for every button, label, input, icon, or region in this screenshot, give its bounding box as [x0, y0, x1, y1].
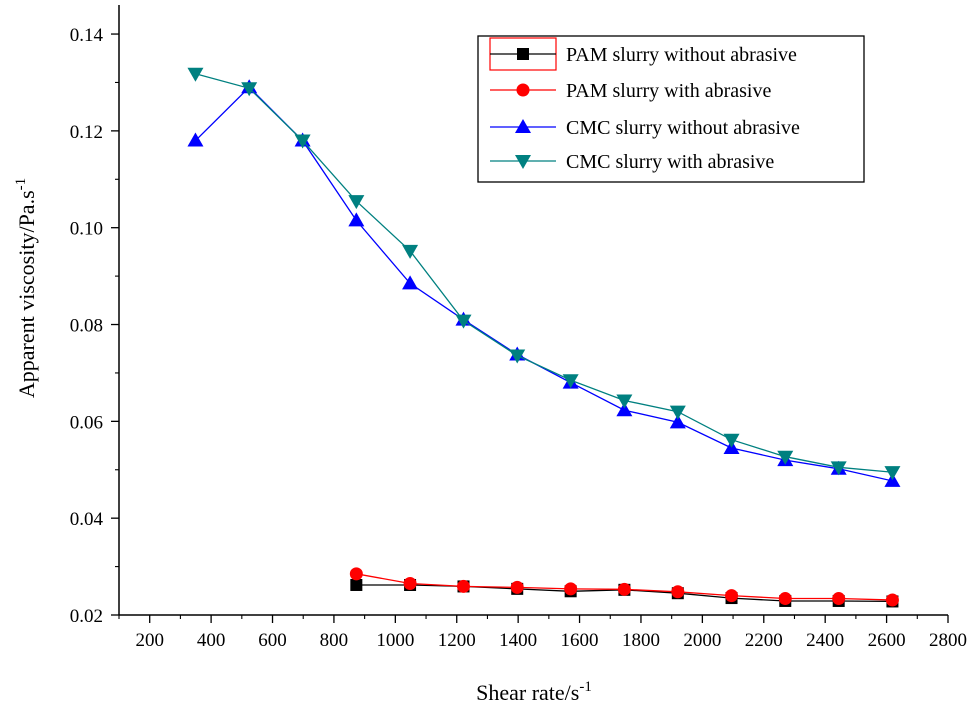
data-point [509, 349, 526, 364]
data-point [294, 134, 311, 149]
y-tick-label: 0.14 [70, 25, 104, 46]
data-point [616, 402, 633, 417]
x-tick-label: 1400 [499, 630, 537, 651]
data-point [671, 585, 685, 599]
legend-marker-triangle-down [515, 155, 531, 169]
x-axis-title: Shear rate/s-1 [476, 679, 592, 705]
data-point [402, 275, 419, 290]
data-point [456, 579, 470, 593]
x-tick-label: 600 [258, 630, 287, 651]
legend-label-cmc-without: CMC slurry without abrasive [566, 117, 800, 139]
legend-marker-triangle-up [515, 119, 531, 133]
series-4 [187, 67, 901, 481]
x-tick-label: 1800 [622, 630, 660, 651]
x-tick-label: 400 [197, 630, 226, 651]
legend-item-pam-with: PAM slurry with abrasive [490, 80, 771, 102]
x-tick-label: 2400 [806, 630, 844, 651]
x-axis-title-text: Shear rate/s [476, 680, 579, 705]
data-point [241, 82, 258, 97]
legend-label-cmc-with: CMC slurry with abrasive [566, 151, 774, 173]
data-point [616, 394, 633, 409]
legend-item-pam-without: PAM slurry without abrasive [489, 37, 797, 71]
y-tick-label: 0.08 [70, 316, 103, 337]
data-point [562, 374, 579, 389]
data-point [725, 589, 739, 603]
data-point [348, 195, 365, 210]
data-point [349, 567, 363, 581]
y-tick-label: 0.12 [70, 122, 103, 143]
x-tick-label: 2000 [683, 630, 721, 651]
x-tick-label: 2600 [868, 630, 906, 651]
x-tick-label: 2200 [745, 630, 783, 651]
y-tick-label: 0.10 [70, 219, 103, 240]
y-axis-title-text: Apparent viscosity/Pa.s [14, 190, 39, 398]
data-point [778, 592, 792, 606]
legend-box [477, 35, 865, 183]
series-2 [349, 567, 899, 607]
data-point [187, 132, 204, 147]
y-axis-title: Apparent viscosity/Pa.s-1 [13, 178, 39, 398]
x-tick-label: 1600 [561, 630, 599, 651]
legend-label-pam-without: PAM slurry without abrasive [566, 44, 797, 66]
data-point [348, 212, 365, 227]
data-point [617, 582, 631, 596]
legend: PAM slurry without abrasive PAM slurry w… [477, 35, 865, 183]
x-tick-label: 1000 [376, 630, 414, 651]
legend-item-cmc-with: CMC slurry with abrasive [490, 151, 774, 173]
x-tick-label: 800 [320, 630, 349, 651]
x-tick-label: 2800 [929, 630, 967, 651]
data-point [669, 414, 686, 429]
data-point [830, 461, 847, 476]
data-point [777, 450, 794, 465]
x-tick-label: 200 [135, 630, 164, 651]
y-axis: 0.02 0.04 0.06 0.08 0.10 0.12 0.14 [70, 25, 119, 627]
legend-marker-circle [516, 83, 530, 97]
y-tick-label: 0.02 [70, 606, 103, 627]
series-layer [187, 67, 901, 608]
data-point [669, 405, 686, 420]
x-tick-label: 1200 [438, 630, 476, 651]
y-axis-title-superscript: -1 [13, 178, 29, 191]
data-point [403, 577, 417, 591]
data-point [455, 314, 472, 329]
y-tick-label: 0.06 [70, 412, 103, 433]
x-axis: 200 400 600 800 1000 1200 1400 1600 1800 2000 2200… [118, 615, 967, 651]
data-point [885, 593, 899, 607]
x-axis-title-superscript: -1 [579, 679, 592, 695]
plot-frame [118, 5, 948, 616]
data-point [832, 592, 846, 606]
data-point [187, 67, 204, 82]
data-point [564, 582, 578, 596]
y-tick-label: 0.04 [70, 509, 104, 530]
data-point [510, 580, 524, 594]
data-point [723, 433, 740, 448]
legend-marker-square [517, 48, 529, 60]
series-line [195, 73, 893, 473]
legend-item-cmc-without: CMC slurry without abrasive [490, 117, 800, 139]
data-point [884, 466, 901, 481]
legend-label-pam-with: PAM slurry with abrasive [566, 80, 771, 102]
data-point [402, 244, 419, 259]
data-point [350, 578, 363, 591]
